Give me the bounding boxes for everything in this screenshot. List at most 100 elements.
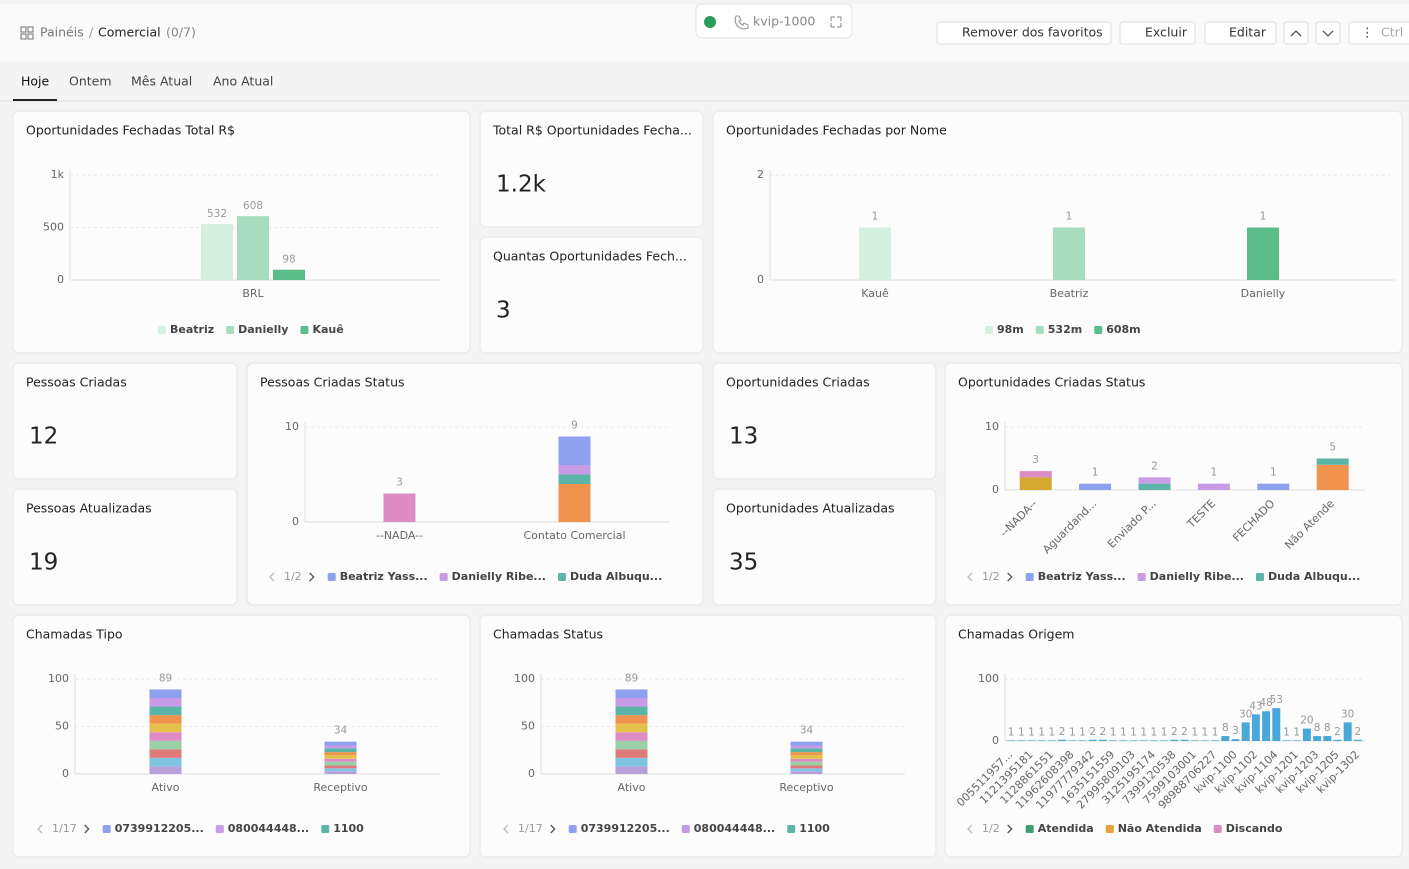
legend-swatch	[327, 573, 336, 581]
pager-next[interactable]	[1007, 824, 1013, 834]
legend-label[interactable]: Beatriz Yass...	[1038, 570, 1126, 583]
button[interactable]	[1204, 21, 1277, 45]
total-label: 2	[1151, 460, 1158, 472]
legend-label[interactable]: Danielly Ribe...	[1150, 570, 1244, 583]
pager-next[interactable]	[550, 824, 556, 834]
legend-swatch	[681, 825, 690, 833]
menu-button[interactable]	[1348, 21, 1409, 45]
legend-swatch	[439, 573, 448, 581]
button-label[interactable]: Remover dos favoritos	[962, 25, 1103, 40]
legend-swatch	[568, 825, 577, 833]
breadcrumb-root[interactable]: Painéis	[40, 25, 84, 40]
pager-prev[interactable]	[967, 572, 973, 582]
tab[interactable]: Hoje	[21, 74, 50, 89]
value-label: 2	[1059, 726, 1066, 738]
y-tick-label: 1k	[51, 168, 65, 181]
bar-segment	[324, 771, 357, 774]
legend-label[interactable]: Danielly	[238, 323, 288, 336]
button[interactable]	[1119, 21, 1196, 45]
bar-segment	[790, 765, 823, 769]
value-label: 2	[1334, 726, 1341, 738]
legend-swatch	[226, 326, 235, 334]
legend-label[interactable]: Atendida	[1038, 822, 1094, 835]
legend-label[interactable]: 0739912205...	[581, 822, 670, 835]
legend-pager: 1/17	[52, 822, 77, 835]
widget-card	[12, 488, 238, 606]
widget-card	[944, 362, 1403, 606]
pager-next[interactable]	[84, 824, 90, 834]
button-label[interactable]: Excluir	[1145, 25, 1188, 40]
legend-label[interactable]: 080044448...	[694, 822, 775, 835]
y-tick-label: 2	[757, 168, 764, 181]
bar-segment	[1079, 483, 1112, 490]
widget-title: Quantas Oportunidades Fech...	[493, 249, 687, 264]
widget-title: Chamadas Status	[493, 627, 603, 642]
pager-prev[interactable]	[503, 824, 509, 834]
menu-dots: ⋮	[1361, 25, 1374, 40]
bar	[1262, 711, 1271, 741]
legend-label[interactable]: Não Atendida	[1118, 822, 1202, 835]
legend-label[interactable]: Beatriz Yass...	[340, 570, 428, 583]
bar-segment	[790, 758, 823, 762]
y-tick-label: 0	[757, 273, 764, 286]
bar-segment	[615, 766, 648, 774]
pager-prev[interactable]	[269, 572, 275, 582]
phone-icon	[734, 15, 749, 30]
legend-label[interactable]: Kauê	[312, 323, 343, 336]
button-label[interactable]: Editar	[1229, 25, 1267, 40]
legend-swatch	[1213, 825, 1222, 833]
legend-label[interactable]: 0739912205...	[115, 822, 204, 835]
legend-label[interactable]: 1100	[333, 822, 364, 835]
value-label: 1	[1161, 726, 1168, 738]
legend-label[interactable]: 608m	[1106, 323, 1140, 336]
legend-label[interactable]: 98m	[997, 323, 1024, 336]
down-button[interactable]	[1315, 21, 1341, 45]
legend-swatch	[985, 326, 993, 334]
bar-segment	[1247, 227, 1279, 280]
widget-card	[479, 614, 937, 858]
widget-card	[944, 614, 1403, 858]
bar	[1241, 722, 1250, 741]
down-icon	[1322, 30, 1334, 37]
bar	[1058, 739, 1067, 741]
pager-prev[interactable]	[967, 824, 973, 834]
extension: kvip-1000	[753, 14, 815, 29]
widget-title: Pessoas Criadas Status	[260, 375, 405, 390]
tab[interactable]: Ontem	[69, 74, 112, 89]
legend-label[interactable]: Beatriz	[170, 323, 214, 336]
up-button[interactable]	[1283, 21, 1309, 45]
bar	[1129, 740, 1138, 741]
bar	[1221, 736, 1230, 741]
y-tick-label: 100	[978, 672, 999, 685]
value-label: 1	[1008, 726, 1015, 738]
legend-label[interactable]: Discando	[1226, 822, 1283, 835]
breadcrumb-title: Comercial	[98, 25, 161, 40]
bar	[1037, 740, 1046, 741]
pager-prev[interactable]	[37, 824, 43, 834]
legend-label[interactable]: Duda Albuqu...	[1268, 570, 1360, 583]
value-label: 1	[1212, 726, 1219, 738]
button[interactable]	[936, 21, 1112, 45]
pager-next[interactable]	[1007, 572, 1013, 582]
legend-label[interactable]: 080044448...	[228, 822, 309, 835]
legend-label[interactable]: 1100	[799, 822, 830, 835]
expand-icon[interactable]	[830, 16, 842, 28]
x-tick-label: Receptivo	[779, 781, 834, 794]
tab[interactable]: Ano Atual	[213, 74, 273, 89]
legend-label[interactable]: 532m	[1048, 323, 1082, 336]
tab[interactable]: Mês Atual	[131, 74, 192, 89]
bar	[273, 269, 305, 280]
bar-segment	[324, 745, 357, 749]
value-label: 1	[1049, 726, 1056, 738]
value-label: 30	[1341, 708, 1354, 720]
legend-label[interactable]: Danielly Ribe...	[452, 570, 546, 583]
value-label: 8	[1314, 722, 1321, 734]
pager-next[interactable]	[309, 572, 315, 582]
legend-label[interactable]: Duda Albuqu...	[570, 570, 662, 583]
bar-segment	[558, 484, 591, 522]
bar-segment	[790, 768, 823, 772]
bar	[201, 224, 233, 280]
breadcrumb-separator: /	[89, 25, 94, 40]
bar	[1078, 740, 1087, 741]
